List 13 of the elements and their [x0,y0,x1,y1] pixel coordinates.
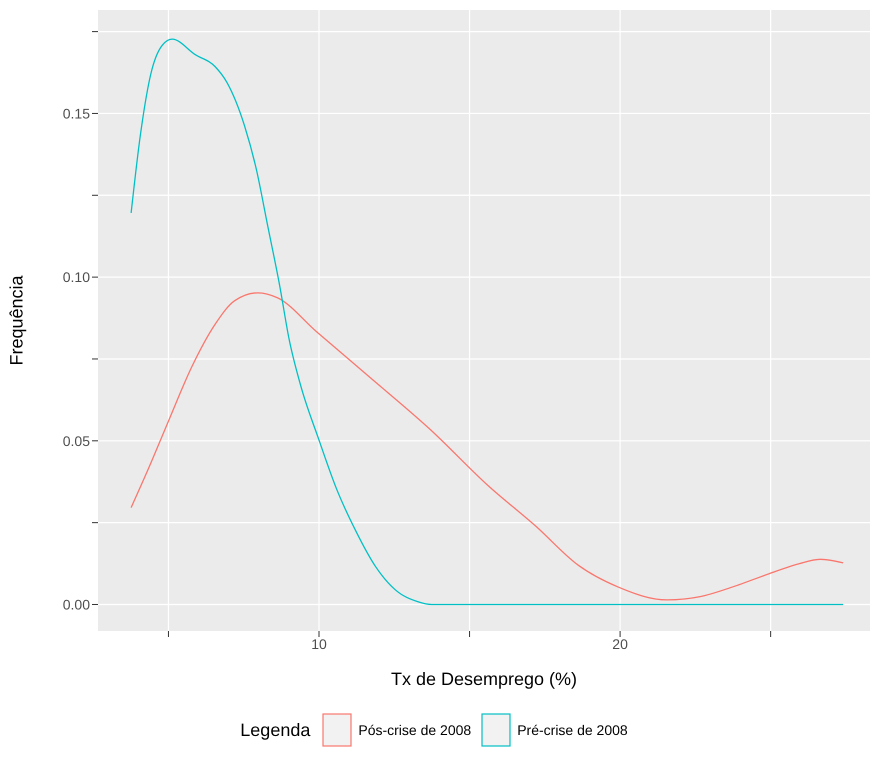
y-tick-label: 0.10 [62,269,90,286]
legend-label: Pós-crise de 2008 [358,722,472,738]
x-tick-label: 10 [311,636,327,652]
line-series [130,38,844,606]
x-axis-title: Tx de Desemprego (%) [390,669,578,689]
x-tick-label: 20 [612,636,628,652]
legend-title: Legenda [240,720,310,740]
y-axis-title: Frequência [6,274,26,366]
y-tick-label: 0.05 [62,432,90,449]
legend-label: Pré-crise de 2008 [517,722,628,738]
line-series [130,292,844,601]
y-tick-label: 0.15 [62,105,90,122]
y-tick-label: 0.00 [62,596,90,612]
